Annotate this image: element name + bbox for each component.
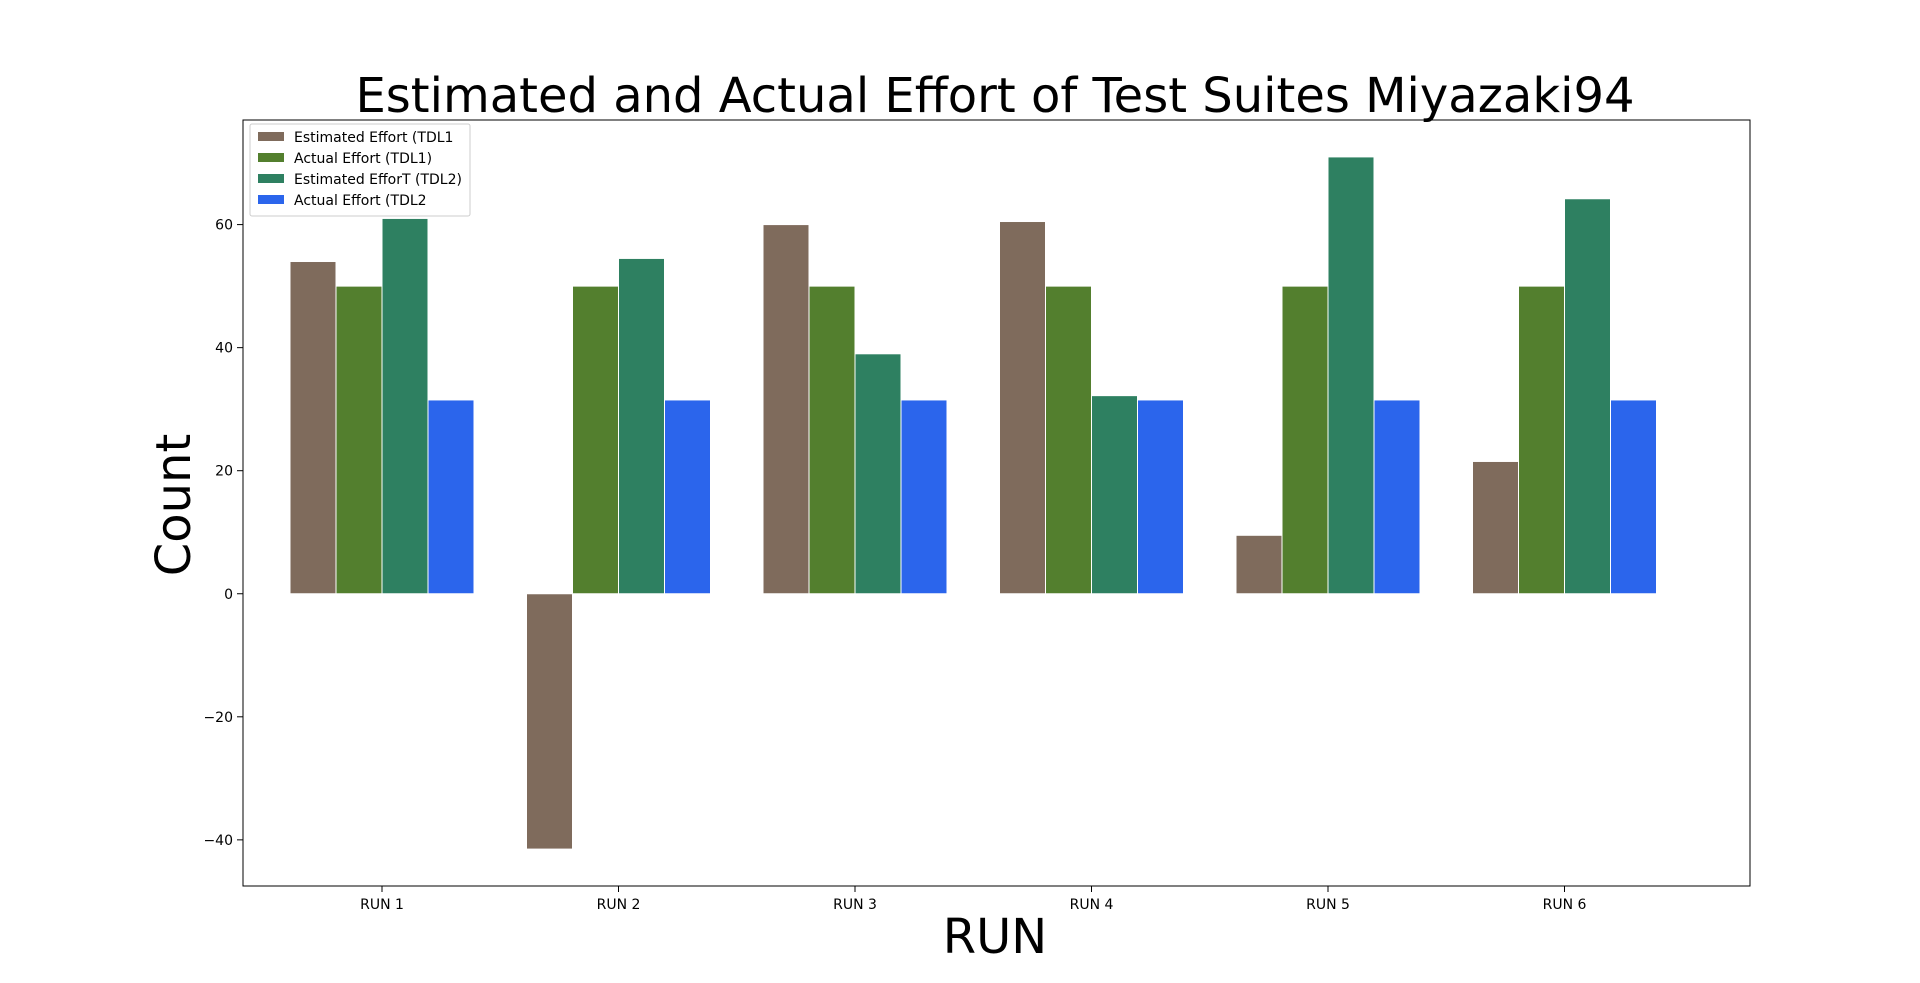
x-tick-label: RUN 2: [597, 897, 641, 913]
bar-4-4: [1137, 399, 1184, 595]
y-tick-label: −20: [203, 710, 233, 726]
bar-1-2: [526, 593, 573, 850]
bar-4-1: [427, 399, 475, 595]
bar-3-5: [1327, 156, 1375, 595]
bar-3-3: [854, 353, 902, 595]
y-tick-label: 20: [215, 464, 233, 480]
x-axis-label: RUN: [943, 909, 1047, 965]
bar-4-2: [664, 399, 711, 595]
legend-label: Estimated EfforT (TDL2): [294, 172, 462, 188]
plot-frame: [242, 119, 1751, 887]
y-axis-label: Count: [146, 434, 202, 577]
bar-3-4: [1091, 395, 1138, 595]
legend-label: Actual Effort (TDL1): [294, 151, 432, 167]
bar-2-2: [572, 285, 619, 595]
legend-swatch: [258, 153, 284, 162]
legend-swatch: [258, 174, 284, 183]
x-tick-label: RUN 1: [360, 897, 404, 913]
legend-swatch: [258, 195, 284, 204]
bar-2-5: [1281, 285, 1329, 595]
x-tick-label: RUN 6: [1543, 897, 1587, 913]
bar-2-4: [1045, 285, 1092, 595]
legend-label: Estimated Effort (TDL1: [294, 130, 453, 146]
bar-3-2: [618, 257, 665, 595]
x-axis: RUN 1 RUN 2 RUN 3 RUN 4 RUN 5 RUN 6: [360, 886, 1586, 913]
bar-1-6: [1472, 460, 1519, 595]
y-tick-label: 0: [224, 587, 233, 603]
legend-box: [249, 123, 471, 217]
bar-2-6: [1518, 285, 1565, 595]
legend-label: Actual Effort (TDL2: [294, 193, 427, 209]
y-tick-label: −40: [203, 833, 233, 849]
bar-3-1: [381, 217, 429, 595]
y-axis: −40 −20 0 20 40 60: [203, 218, 243, 849]
bar-2-3: [808, 285, 856, 595]
y-tick-label: 60: [215, 218, 233, 234]
bars-group: [289, 156, 1657, 850]
legend: Estimated Effort (TDL1 Actual Effort (TDL…: [249, 123, 471, 217]
chart-title: Estimated and Actual Effort of Test Suit…: [355, 68, 1634, 124]
bar-4-3: [900, 399, 948, 595]
bar-3-6: [1564, 198, 1611, 595]
bar-4-5: [1373, 399, 1421, 595]
bar-4-6: [1610, 399, 1657, 595]
x-tick-label: RUN 4: [1070, 897, 1114, 913]
bar-1-4: [999, 221, 1046, 595]
x-tick-label: RUN 5: [1306, 897, 1350, 913]
bar-2-1: [335, 285, 383, 595]
bar-1-3: [762, 224, 810, 595]
bar-1-1: [289, 261, 337, 595]
x-tick-label: RUN 3: [833, 897, 877, 913]
legend-swatch: [258, 132, 284, 141]
y-tick-label: 40: [215, 341, 233, 357]
bar-1-5: [1235, 534, 1283, 595]
